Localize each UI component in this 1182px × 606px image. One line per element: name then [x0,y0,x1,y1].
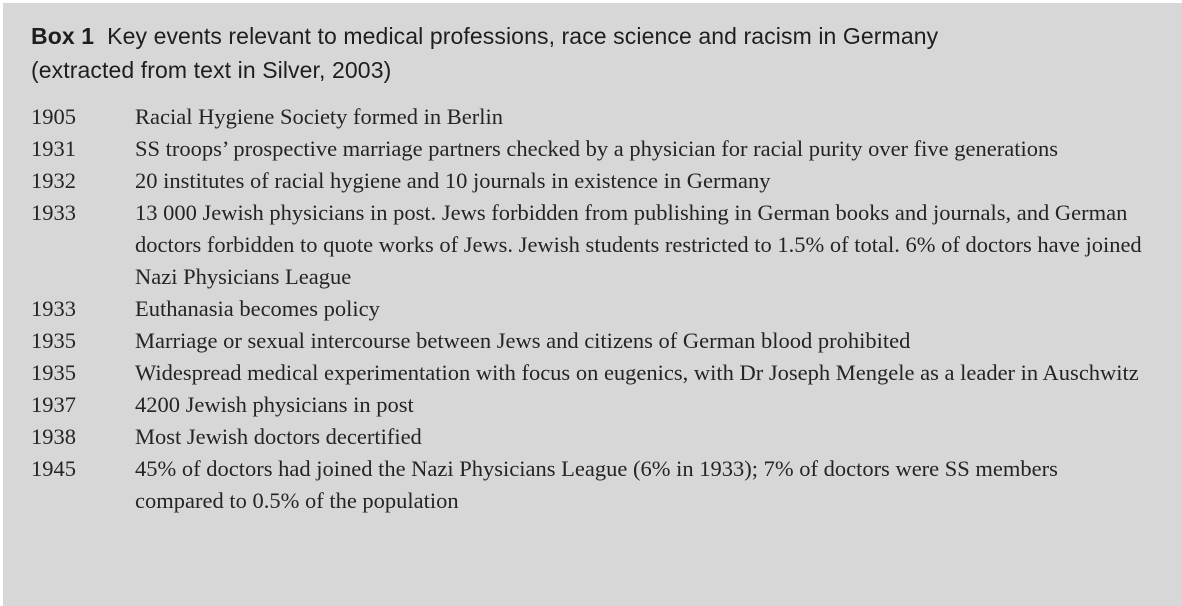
event-row: 1932 20 institutes of racial hygiene and… [31,165,1152,197]
event-text: 13 000 Jewish physicians in post. Jews f… [135,200,1142,289]
event-year: 1933 [31,200,76,225]
box-title-text: Key events relevant to medical professio… [107,23,939,49]
box-title-line2: (extracted from text in Silver, 2003) [31,57,392,83]
event-row: 1935 Widespread medical experimentation … [31,357,1152,389]
event-year: 1932 [31,168,76,193]
event-year: 1937 [31,392,76,417]
key-events-box: Box 1 Key events relevant to medical prof… [3,3,1182,606]
box-title-line1: Box 1 Key events relevant to medical prof… [31,19,1152,53]
event-text: Most Jewish doctors decertified [135,424,422,449]
event-row: 1945 45% of doctors had joined the Nazi … [31,453,1152,517]
event-text: Racial Hygiene Society formed in Berlin [135,104,504,129]
event-year: 1935 [31,328,76,353]
box-label: Box 1 [31,23,95,49]
event-year: 1938 [31,424,76,449]
event-row: 1938 Most Jewish doctors decertified [31,421,1152,453]
event-text: SS troops’ prospective marriage partners… [135,136,1058,161]
event-row: 1937 4200 Jewish physicians in post [31,389,1152,421]
event-year: 1931 [31,136,76,161]
event-row: 1933 Euthanasia becomes policy [31,293,1152,325]
event-row: 1935 Marriage or sexual intercourse betw… [31,325,1152,357]
event-text: 4200 Jewish physicians in post [135,392,414,417]
event-list: 1905 Racial Hygiene Society formed in Be… [31,101,1152,517]
event-year: 1933 [31,296,76,321]
box-title: Box 1 Key events relevant to medical prof… [31,19,1152,87]
event-text: Widespread medical experimentation with … [135,360,1139,385]
event-row: 1931 SS troops’ prospective marriage par… [31,133,1152,165]
event-year: 1905 [31,104,76,129]
event-text: 45% of doctors had joined the Nazi Physi… [135,456,1058,513]
event-year: 1945 [31,456,76,481]
event-row: 1933 13 000 Jewish physicians in post. J… [31,197,1152,293]
event-year: 1935 [31,360,76,385]
event-text: Marriage or sexual intercourse between J… [135,328,911,353]
event-text: Euthanasia becomes policy [135,296,380,321]
event-text: 20 institutes of racial hygiene and 10 j… [135,168,771,193]
event-row: 1905 Racial Hygiene Society formed in Be… [31,101,1152,133]
